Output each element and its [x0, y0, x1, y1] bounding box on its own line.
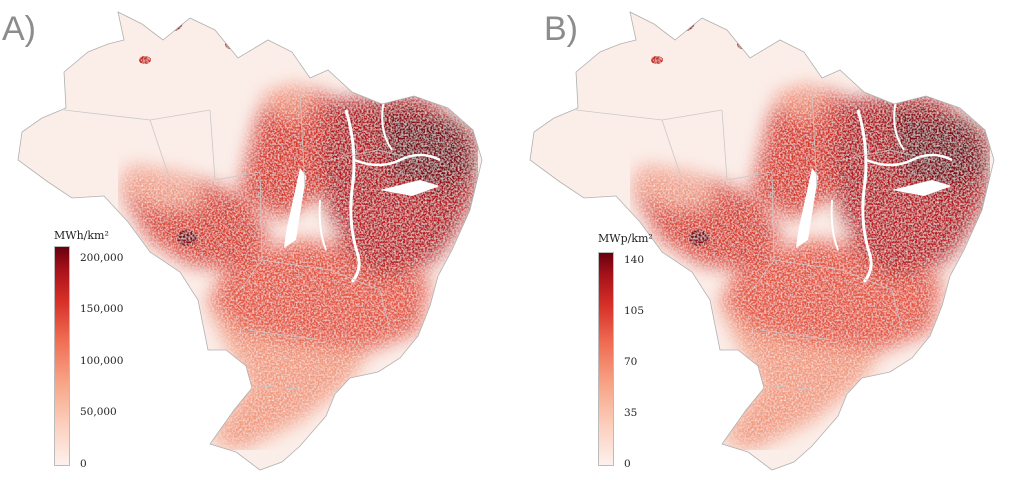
legend-tick: 105: [624, 305, 645, 317]
panel-letter: A): [2, 10, 36, 48]
legend-tick: 150,000: [80, 303, 124, 315]
legend-tick: 0: [80, 458, 87, 470]
brazil-map: [529, 11, 995, 471]
legend-tick: 200,000: [80, 252, 124, 264]
legend-colorbar: [598, 252, 614, 466]
legend-tick: 140: [624, 254, 645, 266]
legend-tick: 0: [624, 458, 631, 470]
panel-a: A): [2, 10, 483, 471]
legend-title: MWh/km²: [54, 229, 109, 242]
legend-tick: 35: [624, 407, 638, 419]
legend-colorbar: [54, 246, 70, 466]
legend-tick: 50,000: [80, 406, 117, 418]
brazil-map: [17, 11, 483, 471]
legend-title: MWp/km²: [598, 232, 653, 245]
panel-b: B): [512, 0, 1024, 486]
panel-letter: B): [544, 10, 578, 48]
legend-tick: 100,000: [80, 355, 124, 367]
legend-tick: 70: [624, 356, 638, 368]
